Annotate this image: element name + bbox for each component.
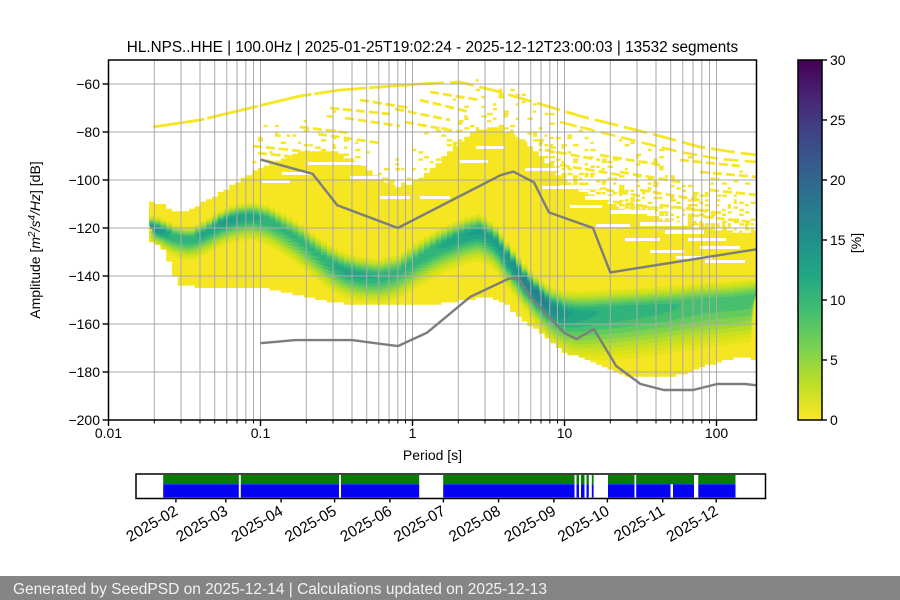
svg-text:5: 5 [830,352,838,368]
svg-text:−60: −60 [76,76,100,92]
svg-text:−180: −180 [68,364,100,380]
svg-text:−140: −140 [68,268,100,284]
svg-text:HL.NPS..HHE | 100.0Hz | 2025-0: HL.NPS..HHE | 100.0Hz | 2025-01-25T19:02… [127,39,739,56]
svg-text:25: 25 [830,112,846,128]
svg-text:Generated by SeedPSD on 2025-1: Generated by SeedPSD on 2025-12-14 | Cal… [13,581,547,598]
svg-text:[%]: [%] [848,233,864,253]
svg-text:0.1: 0.1 [251,425,271,441]
svg-text:−80: −80 [76,124,100,140]
svg-text:100: 100 [705,425,729,441]
svg-text:20: 20 [830,172,846,188]
svg-text:1: 1 [409,425,417,441]
svg-text:0: 0 [830,412,838,428]
svg-text:−200: −200 [68,412,100,428]
svg-text:Amplitude [m2/s4/Hz] [dB]: Amplitude [m2/s4/Hz] [dB] [27,161,43,318]
svg-text:−160: −160 [68,316,100,332]
svg-text:10: 10 [830,292,846,308]
svg-text:Period [s]: Period [s] [403,447,462,463]
svg-text:0.01: 0.01 [95,425,122,441]
svg-text:−100: −100 [68,172,100,188]
svg-text:30: 30 [830,52,846,68]
svg-text:15: 15 [830,232,846,248]
svg-text:−120: −120 [68,220,100,236]
svg-text:10: 10 [557,425,573,441]
